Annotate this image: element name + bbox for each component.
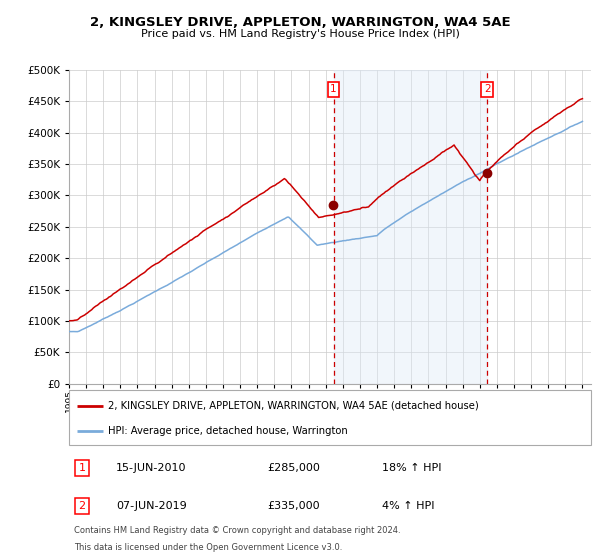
Text: 2: 2: [484, 84, 491, 94]
Text: Contains HM Land Registry data © Crown copyright and database right 2024.: Contains HM Land Registry data © Crown c…: [74, 526, 401, 535]
Text: 07-JUN-2019: 07-JUN-2019: [116, 501, 187, 511]
Text: 1: 1: [330, 84, 337, 94]
Text: HPI: Average price, detached house, Warrington: HPI: Average price, detached house, Warr…: [108, 427, 348, 436]
Bar: [334, 70, 487, 384]
Text: 2, KINGSLEY DRIVE, APPLETON, WARRINGTON, WA4 5AE: 2, KINGSLEY DRIVE, APPLETON, WARRINGTON,…: [89, 16, 511, 29]
Text: 2: 2: [79, 501, 86, 511]
FancyBboxPatch shape: [69, 390, 591, 445]
Text: 1: 1: [79, 463, 85, 473]
Text: 4% ↑ HPI: 4% ↑ HPI: [382, 501, 434, 511]
Text: 18% ↑ HPI: 18% ↑ HPI: [382, 463, 442, 473]
Text: Price paid vs. HM Land Registry's House Price Index (HPI): Price paid vs. HM Land Registry's House …: [140, 29, 460, 39]
Text: 15-JUN-2010: 15-JUN-2010: [116, 463, 187, 473]
Text: £335,000: £335,000: [268, 501, 320, 511]
Text: 2, KINGSLEY DRIVE, APPLETON, WARRINGTON, WA4 5AE (detached house): 2, KINGSLEY DRIVE, APPLETON, WARRINGTON,…: [108, 401, 479, 410]
Text: This data is licensed under the Open Government Licence v3.0.: This data is licensed under the Open Gov…: [74, 543, 343, 552]
Text: £285,000: £285,000: [268, 463, 320, 473]
